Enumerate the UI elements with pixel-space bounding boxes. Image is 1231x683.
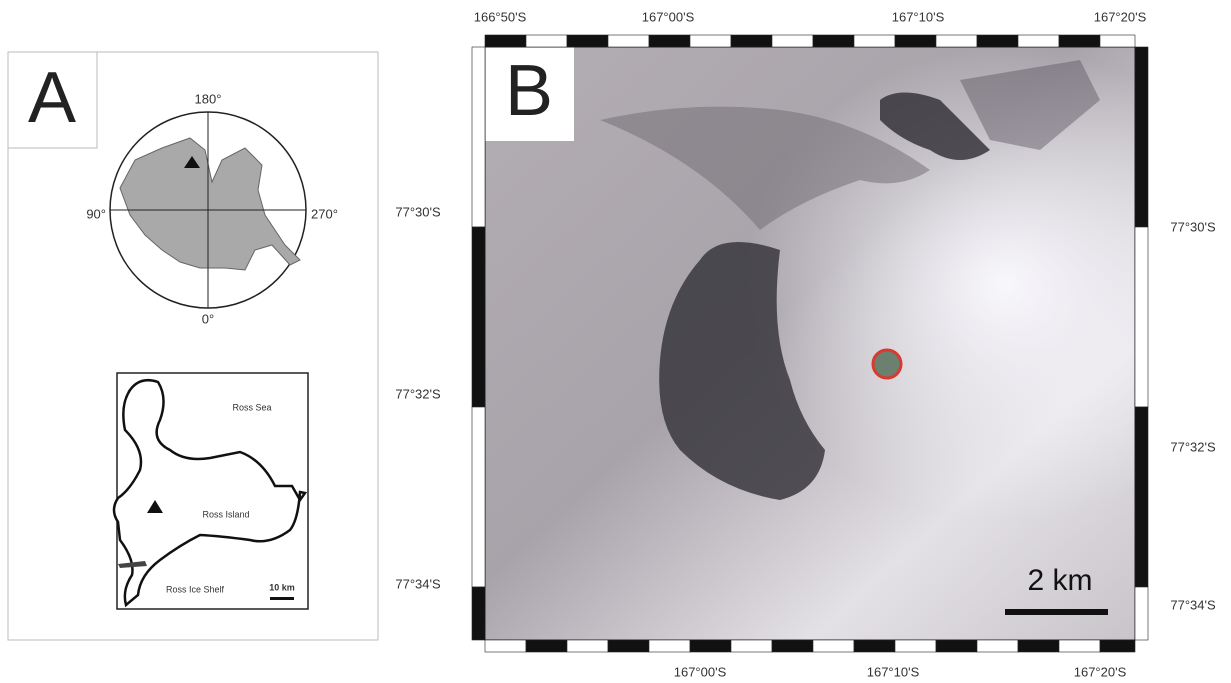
frame-segment (472, 47, 485, 227)
scale-bar (270, 597, 294, 600)
frame-segment (472, 227, 485, 407)
frame-segment (1135, 227, 1148, 407)
frame-segment (813, 640, 854, 652)
frame-segment (472, 587, 485, 640)
frame-segment (854, 640, 895, 652)
frame-segment (731, 35, 772, 47)
compass-label: 90° (86, 206, 106, 221)
frame-segment (772, 35, 813, 47)
frame-segment (854, 35, 895, 47)
longitude-label: 167°00'S (642, 9, 695, 24)
frame-segment (772, 640, 813, 652)
frame-segment (936, 640, 977, 652)
frame-segment (1018, 640, 1059, 652)
frame-segment (690, 640, 731, 652)
frame-segment (526, 35, 567, 47)
longitude-label: 166°50'S (474, 9, 527, 24)
frame-segment (1059, 35, 1100, 47)
panel-b: B 2 km 166°50'S 167°00'S 167°10'S 167°20… (395, 9, 1216, 679)
longitude-label: 167°20'S (1094, 9, 1147, 24)
frame-segment (1018, 35, 1059, 47)
frame-segment (649, 640, 690, 652)
frame-segment (895, 640, 936, 652)
frame-segment (567, 35, 608, 47)
frame-segment (485, 640, 526, 652)
frame-segment (1135, 407, 1148, 587)
frame-segment (608, 640, 649, 652)
panel-label: A (28, 58, 76, 138)
latitude-label: 77°30'S (1170, 219, 1216, 234)
longitude-label: 167°20'S (1074, 664, 1127, 679)
scale-bar (1005, 609, 1108, 615)
frame-segment (472, 407, 485, 587)
latitude-label: 77°32'S (395, 386, 441, 401)
latitude-label: 77°34'S (395, 576, 441, 591)
longitude-label: 167°10'S (892, 9, 945, 24)
scale-label: 10 km (269, 582, 295, 592)
compass-label: 0° (202, 311, 214, 326)
panel-label: B (505, 51, 553, 131)
frame-segment (526, 640, 567, 652)
frame-segment (1059, 640, 1100, 652)
latitude-label: 77°34'S (1170, 597, 1216, 612)
frame-segment (608, 35, 649, 47)
frame-segment (567, 640, 608, 652)
crater (873, 350, 901, 378)
frame-segment (895, 35, 936, 47)
frame-segment (649, 35, 690, 47)
longitude-label: 167°10'S (867, 664, 920, 679)
compass-label: 180° (195, 91, 222, 106)
figure: A 180° 90° 270° 0° Ross Sea Ross Island … (0, 0, 1231, 683)
frame-segment (1135, 587, 1148, 640)
frame-segment (813, 35, 854, 47)
panel-a: A 180° 90° 270° 0° Ross Sea Ross Island … (8, 52, 378, 640)
frame-segment (1100, 35, 1135, 47)
compass-label: 270° (311, 206, 338, 221)
place-label: Ross Ice Shelf (166, 584, 225, 594)
longitude-label: 167°00'S (674, 664, 727, 679)
frame-segment (977, 640, 1018, 652)
frame-segment (1135, 47, 1148, 227)
latitude-label: 77°30'S (395, 204, 441, 219)
frame-segment (977, 35, 1018, 47)
latitude-label: 77°32'S (1170, 439, 1216, 454)
place-label: Ross Sea (232, 402, 271, 412)
frame-segment (936, 35, 977, 47)
frame-segment (485, 35, 526, 47)
frame-segment (690, 35, 731, 47)
frame-segment (731, 640, 772, 652)
place-label: Ross Island (202, 509, 249, 519)
frame-segment (1100, 640, 1135, 652)
scale-label: 2 km (1027, 564, 1092, 597)
